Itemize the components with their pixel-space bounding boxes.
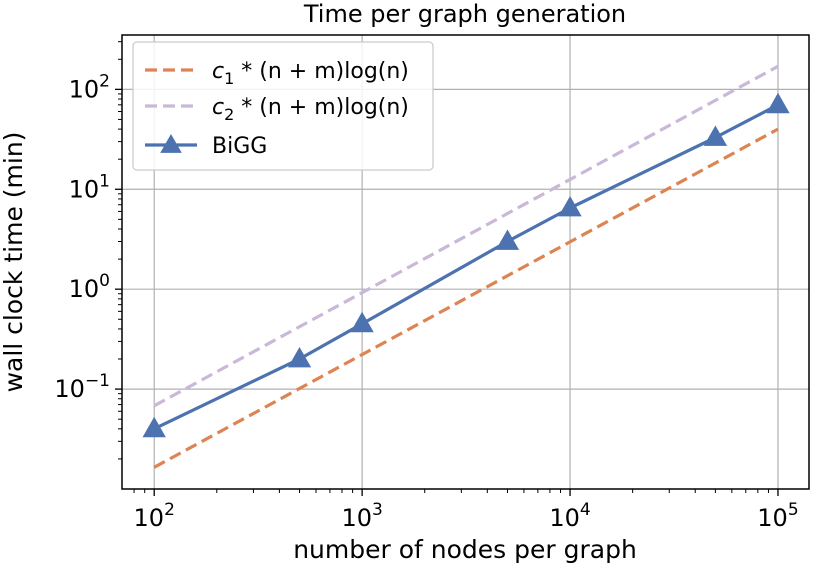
y-tick-label: 102: [69, 71, 110, 103]
legend-marker: [160, 134, 182, 153]
x-tick-label: 102: [134, 500, 175, 532]
legend-label-3: BiGG: [212, 134, 267, 159]
series-line-2: [153, 64, 779, 408]
bigg-point: [495, 229, 520, 250]
y-axis-label: wall clock time (min): [0, 132, 28, 393]
y-tick-label: 100: [69, 271, 110, 303]
bigg-point: [350, 311, 374, 333]
chart-title: Time per graph generation: [303, 0, 626, 28]
bigg-point: [703, 125, 728, 146]
bigg-point: [142, 416, 166, 438]
bigg-point: [287, 346, 312, 368]
plot-frame: [121, 34, 810, 490]
plot-markers: [142, 92, 790, 438]
legend-box: [132, 41, 434, 171]
x-axis-label: number of nodes per graph: [293, 535, 637, 564]
y-tick-label: 101: [69, 171, 110, 203]
legend-label-1: c1 * (n + m)log(n): [212, 59, 409, 88]
legend-label-2: c2 * (n + m)log(n): [212, 95, 409, 124]
x-tick-label: 105: [757, 500, 798, 532]
bigg-point: [766, 92, 790, 114]
legend: c1 * (n + m)log(n) c2 * (n + m)log(n) BiGG: [132, 41, 434, 171]
bigg-point: [558, 195, 582, 217]
x-tick-label: 104: [549, 500, 590, 532]
axis-ticks: 102 103 104 105 10−1 100 101 102: [54, 41, 799, 532]
series-line-1: [153, 127, 779, 469]
y-tick-label: 10−1: [54, 371, 110, 403]
x-tick-label: 103: [341, 500, 382, 532]
